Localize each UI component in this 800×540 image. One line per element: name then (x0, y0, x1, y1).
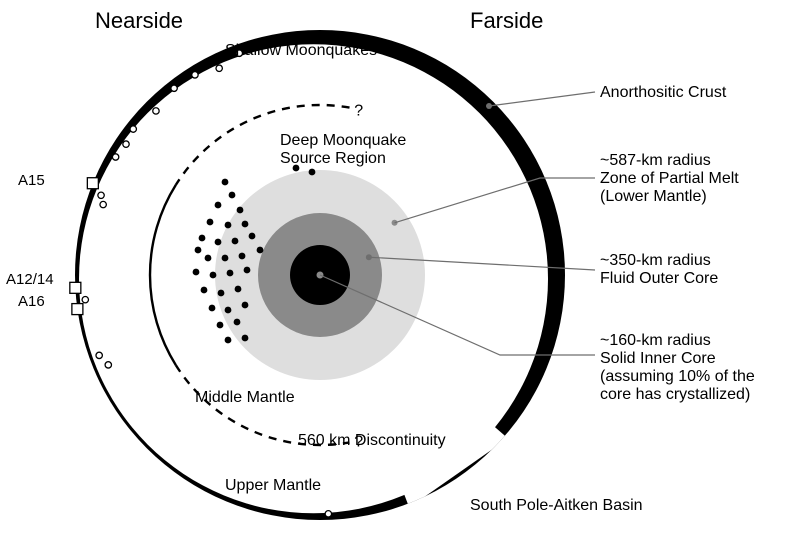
callout-partial-melt: ~587-km radius Zone of Partial Melt (Low… (600, 152, 743, 205)
question-mark-top: ? (354, 102, 363, 119)
station-marker-A12_14 (70, 282, 81, 293)
callout-outer-core: ~350-km radius Fluid Outer Core (600, 252, 718, 287)
callout-inner-core: ~160-km radius Solid Inner Core (assumin… (600, 332, 759, 403)
station-label-A12_14: A12/14 (6, 271, 54, 288)
station-label-A16: A16 (18, 293, 45, 310)
station-label-A15: A15 (18, 172, 45, 189)
header-nearside: Nearside (95, 8, 183, 33)
label-shallow-moonquakes: Shallow Moonquakes (225, 42, 377, 59)
label-upper-mantle: Upper Mantle (225, 477, 321, 494)
callout-anorthositic-crust: Anorthositic Crust (600, 84, 727, 101)
label-discontinuity: 560 km Discontinuity (298, 432, 446, 449)
label-spa-basin: South Pole-Aitken Basin (470, 497, 643, 514)
label-middle-mantle: Middle Mantle (195, 389, 295, 406)
header-farside: Farside (470, 8, 543, 33)
station-marker-A15 (87, 178, 98, 189)
station-marker-A16 (72, 304, 83, 315)
callout-line-crust (489, 92, 595, 106)
